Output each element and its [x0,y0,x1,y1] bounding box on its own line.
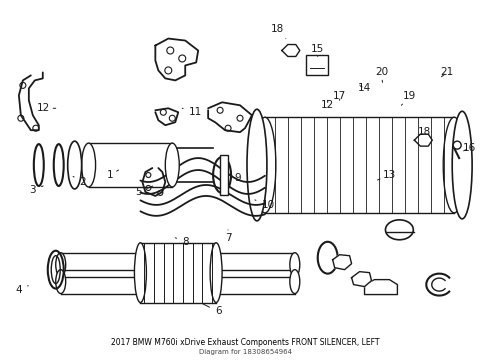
Text: 18: 18 [417,127,431,137]
Bar [265,117,454,213]
Text: 2017 BMW M760i xDrive Exhaust Components FRONT SILENCER, LEFT: 2017 BMW M760i xDrive Exhaust Components… [111,338,379,347]
Text: 16: 16 [463,143,476,153]
Text: 2: 2 [73,176,86,187]
Text: 10: 10 [255,200,274,210]
Ellipse shape [452,111,472,219]
Text: 11: 11 [182,107,202,117]
Text: 13: 13 [377,170,396,180]
Text: 4: 4 [16,284,28,294]
Ellipse shape [443,117,465,213]
Text: 21: 21 [441,67,454,77]
Text: Diagram for 18308654964: Diagram for 18308654964 [198,349,292,355]
Bar [220,155,228,195]
Bar [89,143,172,187]
Bar [141,243,216,302]
Polygon shape [365,280,397,294]
Ellipse shape [68,141,82,189]
Text: 17: 17 [333,91,346,101]
Polygon shape [333,255,352,270]
Text: 14: 14 [358,84,371,93]
Text: 3: 3 [29,185,43,195]
Text: 12: 12 [321,100,334,110]
Ellipse shape [247,109,267,221]
Text: 20: 20 [375,67,388,82]
Ellipse shape [290,253,300,276]
Text: 6: 6 [203,304,221,316]
Ellipse shape [210,243,222,302]
Text: 19: 19 [401,91,416,105]
Polygon shape [352,272,371,287]
Text: 1: 1 [107,170,119,180]
Ellipse shape [134,243,147,302]
Polygon shape [415,134,432,146]
Ellipse shape [56,270,66,293]
Ellipse shape [290,270,300,293]
Text: 7: 7 [225,230,231,243]
Ellipse shape [165,143,179,187]
Text: 8: 8 [175,237,189,247]
Bar [306,55,328,75]
Ellipse shape [254,117,276,213]
Ellipse shape [82,143,96,187]
Ellipse shape [56,253,66,276]
Text: 18: 18 [271,24,286,39]
Circle shape [453,141,461,149]
Text: 15: 15 [311,44,324,57]
Text: 5: 5 [135,186,153,197]
Text: 12: 12 [37,103,56,113]
Polygon shape [282,45,300,57]
Text: 9: 9 [230,173,242,183]
